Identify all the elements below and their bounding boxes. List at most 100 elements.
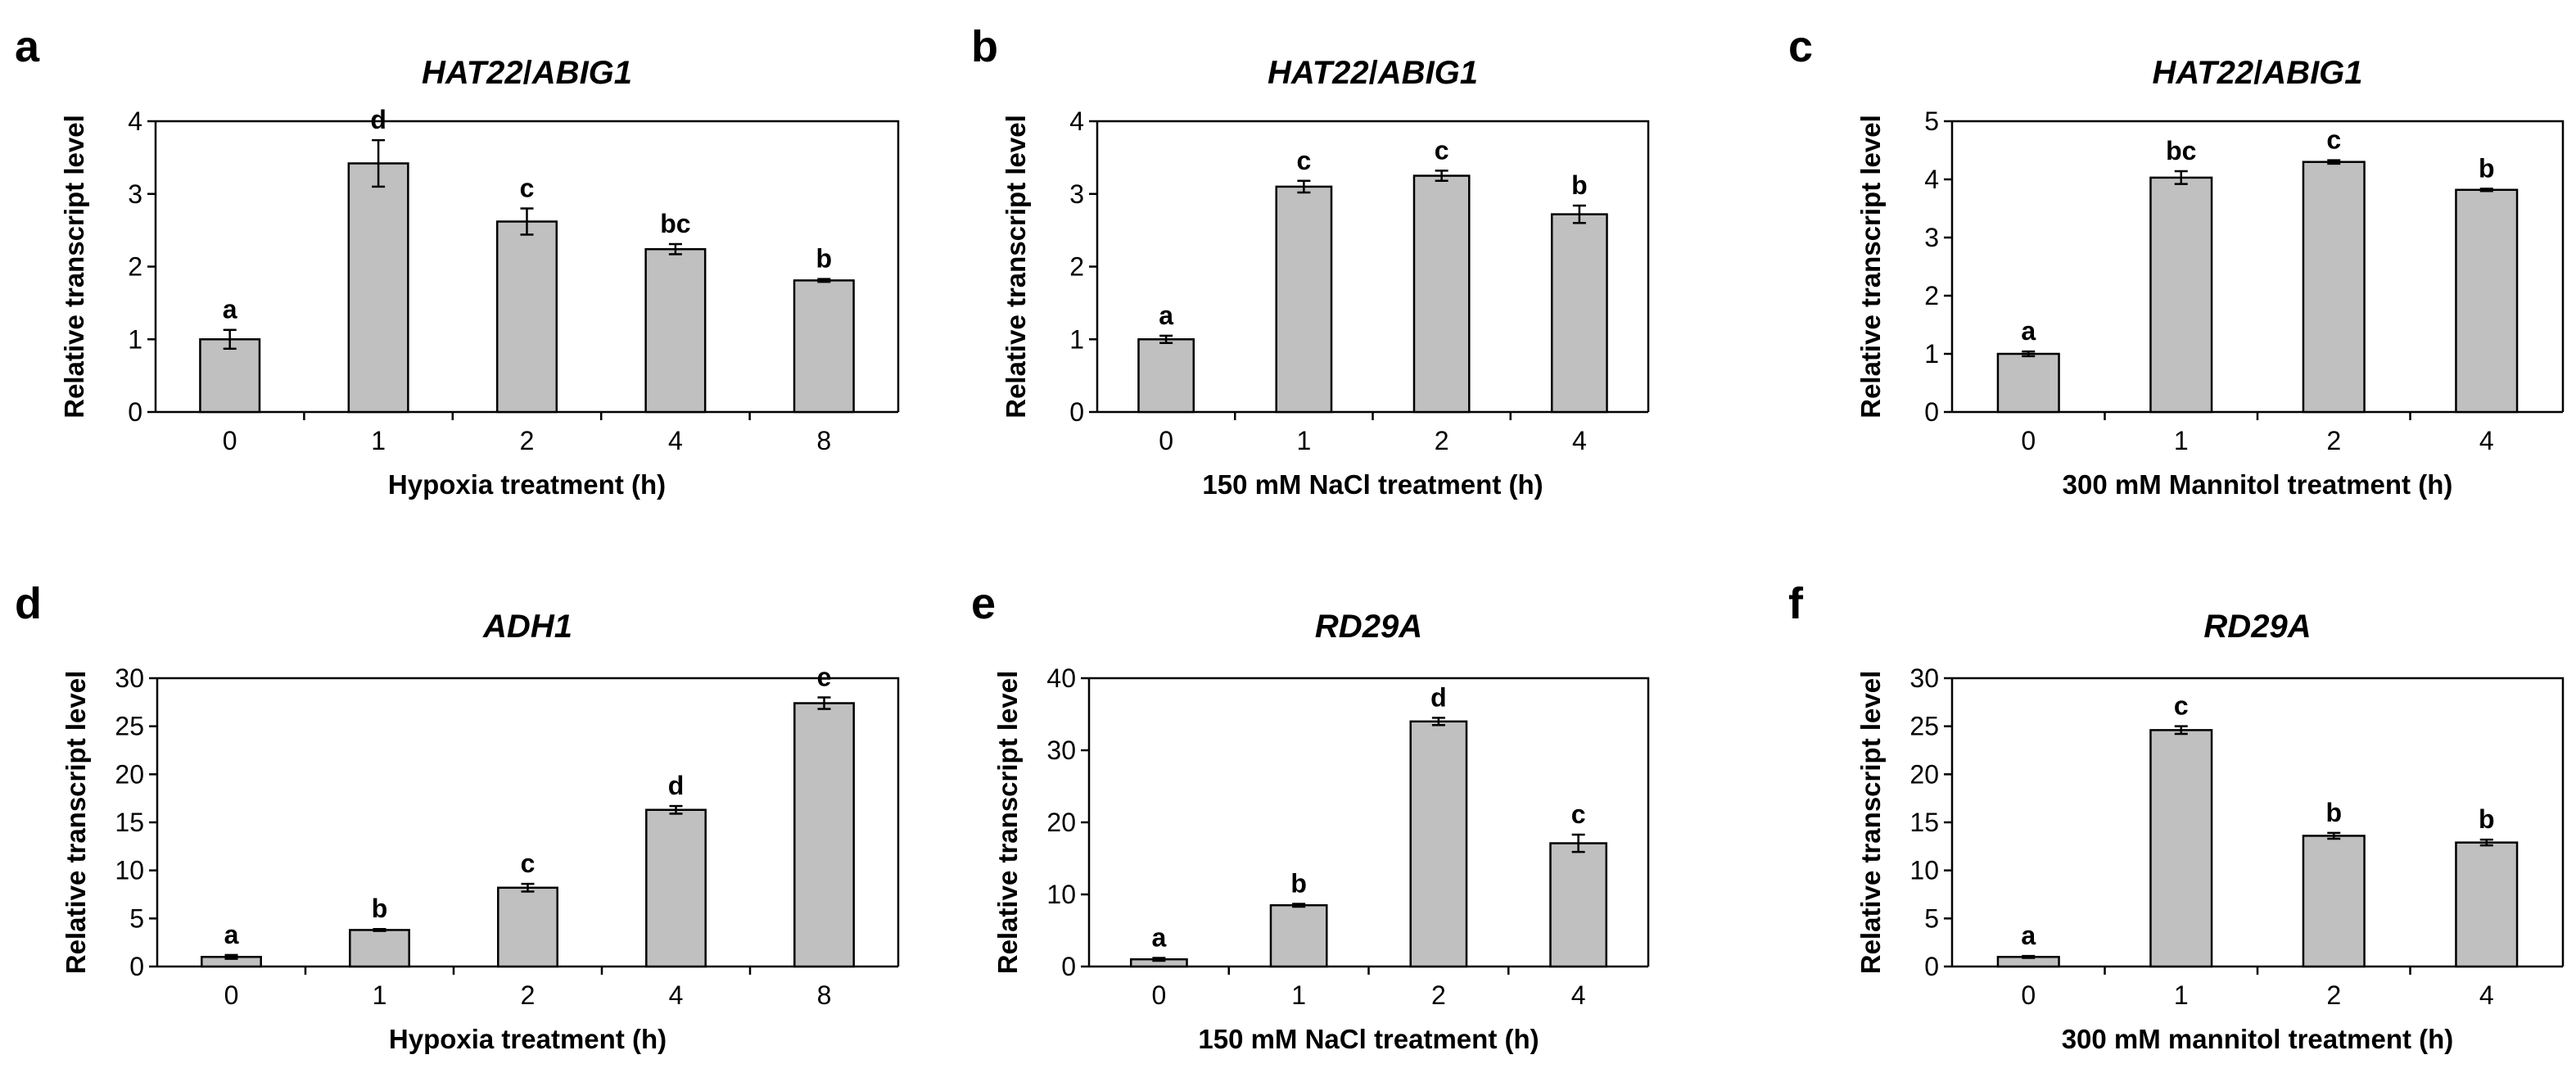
significance-label: a — [2021, 921, 2036, 950]
panel-a: a HAT22/ABIG1 0 1 2 3 4 a 0 d 1 c 2 bc 4 b 8 Hypoxia trea… — [15, 22, 900, 500]
y-axis-label: Relative transcript level — [992, 671, 1023, 975]
significance-label: bc — [660, 209, 690, 238]
significance-label: b — [2479, 153, 2495, 183]
error-bar — [2479, 188, 2493, 192]
x-tick-label: 0 — [223, 426, 237, 455]
x-axis-label: Hypoxia treatment (h) — [388, 469, 666, 500]
y-axis-label: Relative transcript level — [61, 671, 91, 975]
error-bar — [224, 953, 238, 960]
error-bar — [1297, 179, 1311, 194]
chart-title: ADH1 — [482, 609, 572, 645]
panel-letter: f — [1788, 579, 1804, 628]
y-tick-label: 4 — [128, 106, 142, 136]
bar-0 — [199, 338, 261, 414]
panel-f: f RD29A 0 5 10 15 20 25 30 a 0 c 1 b 2 b 4 300 mM mannito… — [1788, 579, 2565, 1054]
y-tick-label: 1 — [1069, 324, 1084, 354]
y-tick-label: 3 — [1924, 223, 1939, 252]
x-axis-label: 150 mM NaCl treatment (h) — [1202, 469, 1543, 500]
error-bar — [1431, 717, 1445, 727]
significance-label: d — [1430, 682, 1447, 712]
x-axis-label: 150 mM NaCl treatment (h) — [1198, 1024, 1539, 1054]
y-tick-label: 3 — [128, 179, 142, 209]
significance-label: a — [1151, 922, 1166, 952]
significance-label: b — [2479, 804, 2495, 834]
significance-label: a — [223, 295, 237, 324]
y-tick-label: 25 — [1909, 712, 1939, 741]
bar-8 — [793, 702, 855, 968]
plot-frame — [157, 677, 900, 967]
y-tick-label: 5 — [129, 903, 144, 933]
error-bar — [521, 882, 535, 893]
bar-1 — [349, 929, 410, 968]
y-tick-label: 0 — [1069, 397, 1084, 427]
x-tick-label: 8 — [816, 426, 831, 455]
significance-label: a — [2021, 316, 2036, 346]
bar-1 — [2149, 729, 2213, 968]
plot-frame — [1952, 120, 2565, 412]
x-tick-label: 2 — [2326, 426, 2341, 455]
chart-title: HAT22/ABIG1 — [422, 55, 632, 91]
plot-frame — [1089, 677, 1650, 967]
y-axis-label: Relative transcript level — [1855, 115, 1886, 419]
y-axis-label: Relative transcript level — [1855, 671, 1886, 975]
plot-frame — [1952, 677, 2565, 967]
x-tick-label: 1 — [2174, 426, 2189, 455]
error-bar — [1435, 170, 1448, 183]
y-tick-label: 1 — [128, 324, 142, 354]
bar-4 — [2455, 841, 2519, 968]
error-bar — [2327, 831, 2341, 840]
bar-4 — [2455, 188, 2519, 414]
error-bar — [1152, 957, 1166, 962]
bar-2 — [2302, 835, 2366, 968]
panel-letter: d — [15, 579, 42, 628]
x-tick-label: 1 — [1296, 426, 1311, 455]
error-bar — [372, 138, 386, 188]
error-bar — [817, 696, 831, 710]
x-tick-label: 8 — [817, 980, 832, 1010]
error-bar — [817, 278, 831, 283]
plot-frame — [1097, 120, 1650, 412]
error-bar — [2022, 350, 2036, 358]
significance-label: b — [372, 894, 388, 923]
x-tick-label: 1 — [2174, 980, 2189, 1010]
y-tick-label: 0 — [128, 397, 142, 427]
significance-label: c — [521, 849, 536, 878]
bar-1 — [1275, 185, 1333, 414]
y-axis-label: Relative transcript level — [59, 115, 89, 419]
bar-4 — [1550, 213, 1608, 414]
y-axis-label: Relative transcript level — [1001, 115, 1031, 419]
error-bar — [2479, 838, 2493, 847]
significance-label: b — [816, 244, 833, 274]
significance-label: c — [1571, 799, 1586, 829]
significance-label: a — [224, 920, 239, 949]
bar-1 — [2149, 176, 2213, 414]
x-tick-label: 2 — [1431, 980, 1446, 1010]
bar-1 — [1269, 903, 1328, 968]
x-tick-label: 4 — [1571, 980, 1586, 1010]
bar-2 — [1409, 720, 1468, 968]
panel-c: c HAT22/ABIG1 0 1 2 3 4 5 a 0 bc 1 c 2 b 4 300 mM Mannit… — [1788, 22, 2565, 500]
significance-label: b — [2325, 798, 2342, 827]
y-tick-label: 30 — [1909, 663, 1939, 693]
bar-0 — [1996, 352, 2060, 414]
error-bar — [373, 927, 386, 932]
significance-label: bc — [2166, 136, 2196, 165]
significance-label: c — [2326, 125, 2341, 155]
x-tick-label: 4 — [668, 426, 683, 455]
significance-label: d — [370, 105, 386, 134]
y-tick-label: 1 — [1924, 339, 1939, 369]
bar-4 — [644, 247, 707, 414]
significance-label: b — [1571, 170, 1588, 200]
x-tick-label: 0 — [224, 980, 239, 1010]
bar-2 — [497, 886, 558, 968]
y-tick-label: 10 — [1046, 880, 1076, 909]
y-tick-label: 5 — [1924, 106, 1939, 136]
significance-label: c — [520, 174, 535, 203]
x-tick-label: 4 — [2479, 980, 2494, 1010]
y-tick-label: 5 — [1924, 903, 1939, 933]
y-tick-label: 0 — [129, 952, 144, 981]
y-tick-label: 20 — [1046, 808, 1076, 837]
y-tick-label: 2 — [1924, 281, 1939, 310]
error-bar — [668, 242, 682, 256]
significance-label: c — [1435, 135, 1449, 165]
